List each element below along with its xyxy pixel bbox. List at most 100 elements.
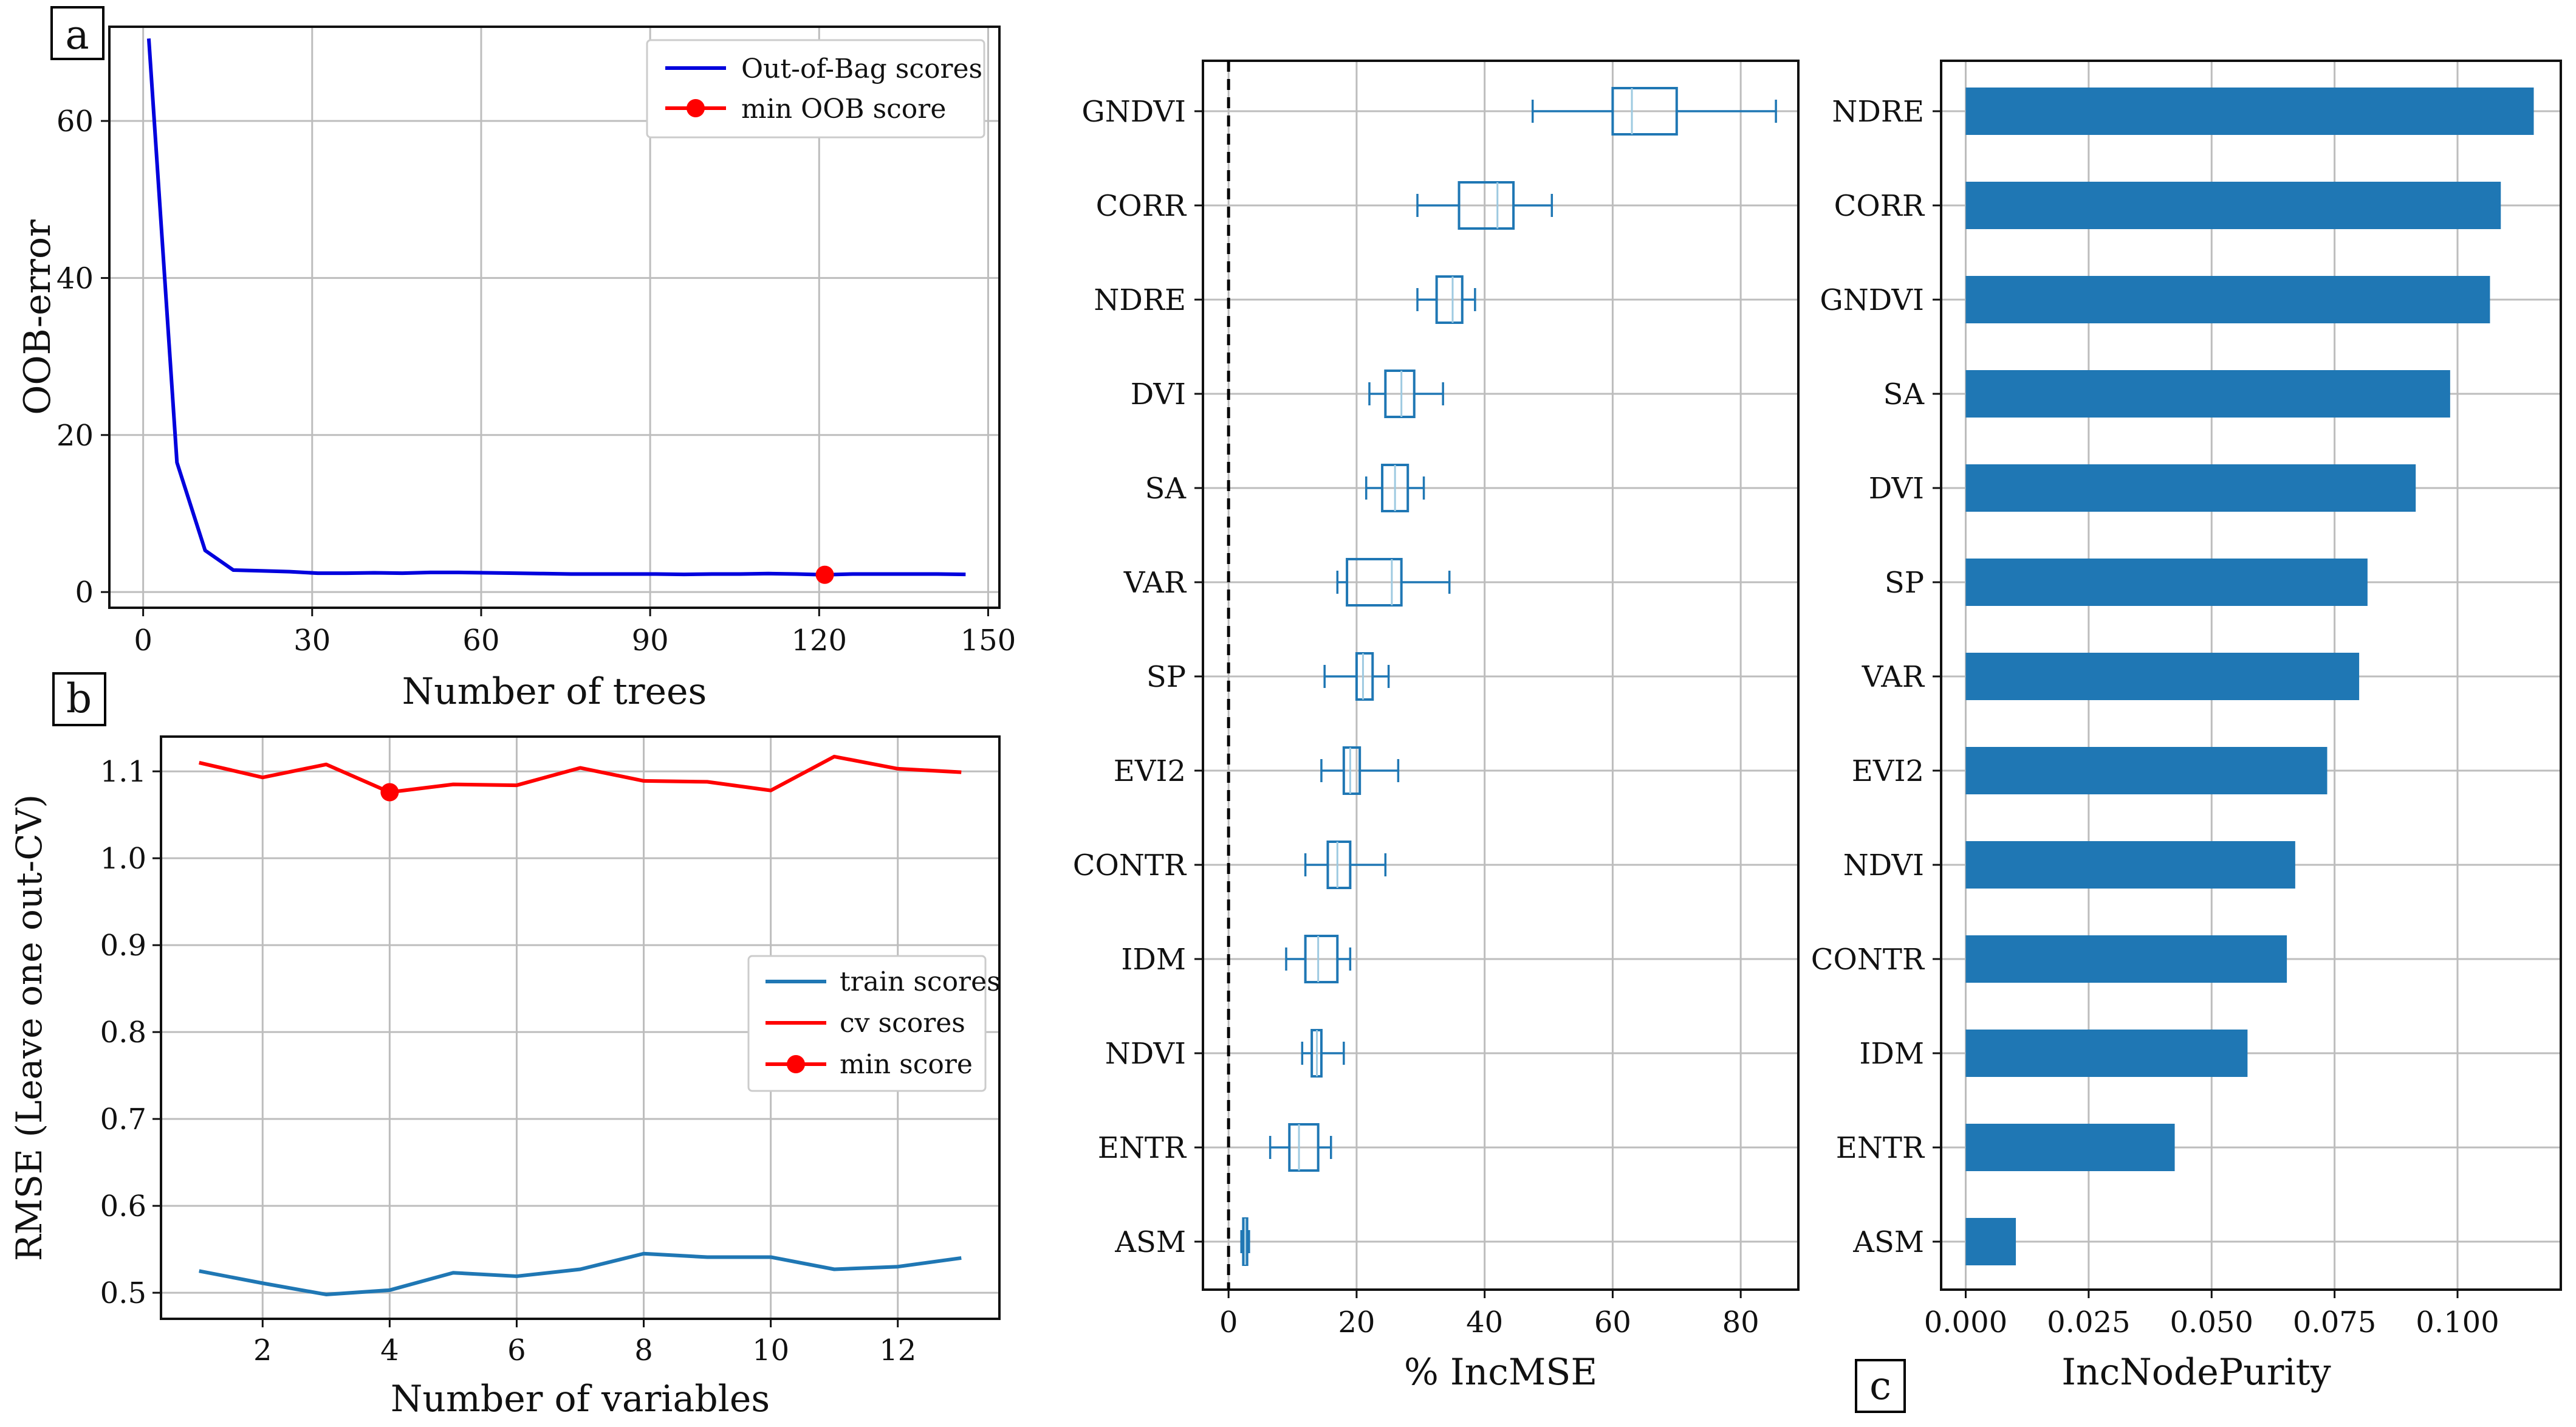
- y-tick-label: 0.7: [100, 1102, 146, 1136]
- legend-min-label: min OOB score: [741, 94, 946, 125]
- bar-DVI: [1965, 464, 2416, 512]
- y-tick-label: 0: [75, 576, 94, 610]
- panel-b-tag-text: b: [66, 675, 92, 722]
- y-tick-label: 60: [57, 105, 94, 139]
- bar-GNDVI: [1965, 276, 2490, 323]
- y-tick-label: CONTR: [1811, 943, 1925, 977]
- x-tick-label: 30: [293, 624, 331, 658]
- box-SP: [1323, 652, 1390, 701]
- y-tick-label: SA: [1883, 377, 1925, 411]
- y-tick-label: DVI: [1131, 377, 1186, 411]
- legend-label: min score: [840, 1049, 973, 1080]
- y-tick-label: NDVI: [1843, 848, 1924, 882]
- y-tick-label: 1.1: [100, 755, 146, 789]
- y-tick-label: 0.8: [100, 1016, 146, 1050]
- iqr-box: [1326, 841, 1352, 889]
- legend-box: [747, 955, 987, 1092]
- box-ENTR: [1269, 1123, 1332, 1172]
- iqr-box: [1435, 275, 1464, 324]
- panel-a-tag-text: a: [65, 12, 89, 58]
- box-VAR: [1336, 558, 1451, 607]
- x-tick-label: 12: [879, 1333, 916, 1367]
- y-tick-label: GNDVI: [1081, 95, 1186, 129]
- plot-frame: [160, 735, 1001, 1320]
- y-tick-label: 0.9: [100, 929, 146, 963]
- y-tick-label: DVI: [1869, 472, 1924, 506]
- panel-a-tag: a: [50, 6, 104, 60]
- bar-NDRE: [1965, 88, 2534, 135]
- legend-label: train scores: [840, 966, 1001, 997]
- iqr-box: [1342, 746, 1362, 795]
- box-CORR: [1416, 181, 1553, 230]
- incmse-boxplot-chart: 0 20 40 60 80 GNDVI CORR NDRE DVI SA VAR SP EVI2 CONT…: [1073, 60, 1800, 1394]
- x-tick-label: 60: [1594, 1305, 1631, 1339]
- bar-SP: [1965, 559, 2368, 606]
- x-tick-label: 0.000: [1924, 1305, 2007, 1339]
- y-tick-label: VAR: [1862, 660, 1925, 694]
- legend-box: [646, 39, 985, 139]
- cv-scores-line: [199, 754, 962, 794]
- x-axis-label: % IncMSE: [1404, 1351, 1597, 1394]
- bar-ASM: [1965, 1218, 2016, 1265]
- bar-CORR: [1965, 182, 2501, 229]
- legend-min-dot: [687, 99, 705, 117]
- y-tick-label: IDM: [1121, 943, 1186, 977]
- x-tick-label: 0.100: [2416, 1305, 2499, 1339]
- x-tick-label: 120: [791, 624, 847, 658]
- x-tick-label: 80: [1722, 1305, 1759, 1339]
- x-axis-label: Number of variables: [391, 1378, 770, 1420]
- x-tick-label: 90: [632, 624, 669, 658]
- x-tick-label: 150: [961, 624, 1016, 658]
- plot-frame: [1202, 60, 1800, 1291]
- legend-oob-label: Out-of-Bag scores: [741, 53, 982, 84]
- x-tick-label: 40: [1466, 1305, 1503, 1339]
- x-tick-label: 0.025: [2047, 1305, 2130, 1339]
- bar-NDVI: [1965, 841, 2295, 889]
- x-tick-label: 0.050: [2170, 1305, 2253, 1339]
- y-tick-label: SP: [1146, 660, 1186, 694]
- box-NDRE: [1416, 275, 1476, 324]
- panel-b-tag: b: [52, 672, 106, 726]
- box-IDM: [1285, 935, 1352, 983]
- y-tick-label: 1.0: [100, 842, 146, 876]
- min-score-marker: [380, 783, 399, 802]
- iqr-box: [1458, 181, 1515, 230]
- legend-label: cv scores: [840, 1008, 965, 1039]
- y-tick-label: 40: [57, 261, 94, 295]
- y-tick-label: 0.6: [100, 1189, 146, 1223]
- y-tick-label: EVI2: [1852, 754, 1924, 788]
- bar-VAR: [1965, 653, 2360, 700]
- y-tick-label: ASM: [1852, 1225, 1924, 1259]
- plot-frame: [108, 26, 1001, 609]
- panel-a-oob-chart: 0 30 60 90 120 150 0 20 40 60 Number of trees OOB-e…: [16, 26, 1016, 713]
- iqr-box: [1346, 558, 1403, 607]
- y-tick-label: IDM: [1859, 1037, 1924, 1071]
- y-tick-label: ENTR: [1098, 1131, 1187, 1165]
- panel-c-tag: c: [1855, 1359, 1906, 1413]
- y-tick-label: ENTR: [1836, 1131, 1925, 1165]
- x-tick-label: 60: [462, 624, 499, 658]
- x-tick-label: 10: [752, 1333, 789, 1367]
- plot-frame: [1940, 60, 2562, 1291]
- x-tick-label: 6: [507, 1333, 526, 1367]
- x-tick-label: 2: [253, 1333, 272, 1367]
- bar-SA: [1965, 370, 2450, 418]
- x-tick-label: 0: [1219, 1305, 1238, 1339]
- x-tick-label: 8: [634, 1333, 653, 1367]
- y-tick-label: GNDVI: [1820, 283, 1924, 317]
- x-tick-label: 0: [134, 624, 152, 658]
- y-tick-label: NDRE: [1094, 283, 1186, 317]
- box-SA: [1365, 464, 1425, 512]
- iqr-box: [1384, 370, 1416, 418]
- bar-IDM: [1965, 1030, 2248, 1077]
- x-axis-label: Number of trees: [402, 670, 707, 713]
- box-DVI: [1368, 370, 1444, 418]
- iqr-box: [1611, 87, 1678, 136]
- bar-ENTR: [1965, 1124, 2175, 1171]
- legend-dot: [787, 1055, 805, 1073]
- box-EVI2: [1320, 746, 1400, 795]
- y-tick-label: NDRE: [1832, 95, 1924, 129]
- y-axis-label: OOB-error: [16, 219, 59, 415]
- y-tick-label: 0.5: [100, 1276, 146, 1310]
- y-tick-label: SP: [1885, 566, 1924, 600]
